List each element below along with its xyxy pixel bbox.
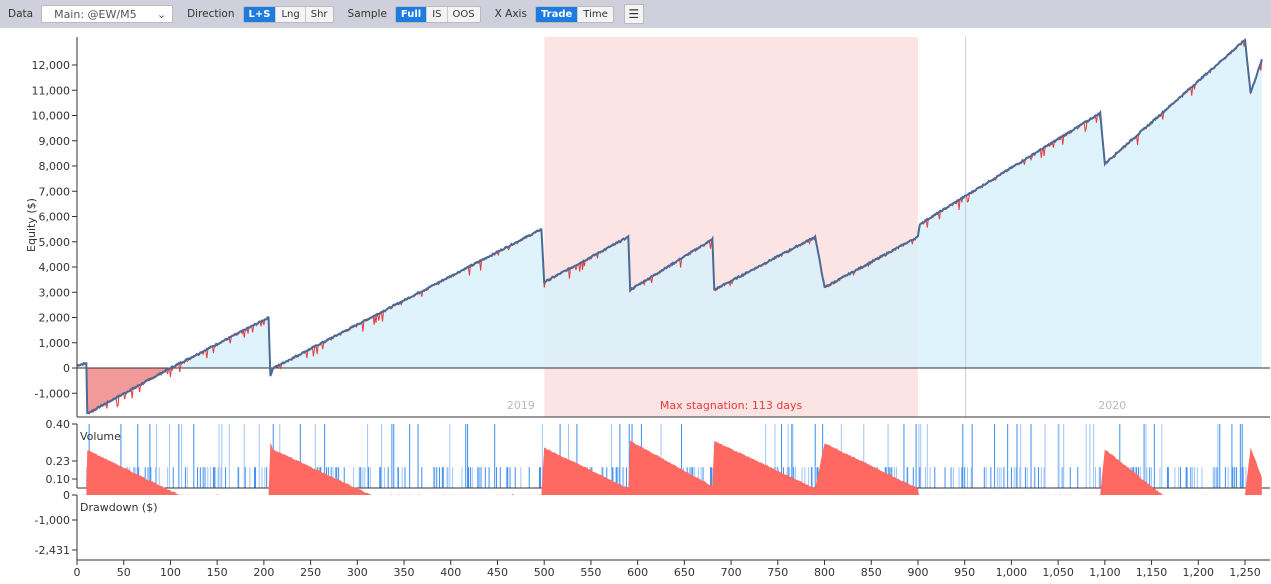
direction-label: Direction	[187, 8, 235, 20]
sample-full-button[interactable]: Full	[395, 6, 427, 22]
x-tick-label: 1,050	[1042, 566, 1074, 579]
direction-ls-button[interactable]: L+S	[243, 6, 276, 22]
xaxis-group: Trade Time	[534, 5, 614, 23]
y-tick-label: 6,000	[39, 211, 71, 224]
x-tick-label: 550	[580, 566, 601, 579]
x-tick-label: 100	[160, 566, 181, 579]
drawdown-tick-label: 0	[63, 489, 70, 502]
sample-group: Full IS OOS	[394, 5, 481, 23]
x-tick-label: 350	[394, 566, 415, 579]
y-tick-label: 8,000	[39, 160, 71, 173]
xaxis-label: X Axis	[494, 8, 527, 20]
drawdown-tick-label: -2,431	[35, 544, 70, 557]
equity-line	[76, 37, 1263, 415]
xaxis-trade-button[interactable]: Trade	[535, 6, 578, 22]
x-tick-label: 1,150	[1136, 566, 1168, 579]
x-tick-label: 1,200	[1183, 566, 1215, 579]
x-tick-label: 500	[534, 566, 555, 579]
drawdown-area	[77, 440, 1262, 495]
direction-shr-button[interactable]: Shr	[304, 6, 333, 22]
x-tick-label: 250	[300, 566, 321, 579]
x-tick-label: 650	[674, 566, 695, 579]
x-tick-label: 450	[487, 566, 508, 579]
y-tick-label: 2,000	[39, 312, 71, 325]
drawdown-tick-label: -1,000	[35, 514, 70, 527]
sample-oos-button[interactable]: OOS	[446, 6, 480, 22]
y-tick-label: 11,000	[32, 84, 71, 97]
y-axis-title: Equity ($)	[25, 198, 38, 252]
y-tick-label: 9,000	[39, 135, 71, 148]
xaxis-time-button[interactable]: Time	[577, 6, 613, 22]
y-tick-label: 1,000	[39, 337, 71, 350]
x-tick-label: 400	[440, 566, 461, 579]
y-tick-label: 5,000	[39, 236, 71, 249]
x-tick-label: 300	[347, 566, 368, 579]
year-label: 2019	[507, 399, 535, 412]
toolbar: Data Main: @EW/M5 ⌄ Direction L+S Lng Shr…	[0, 0, 1271, 28]
equity-chart: Max stagnation: 113 days 2019 2020 -1,000 0 1…	[25, 37, 1270, 579]
x-tick-label: 1,250	[1229, 566, 1261, 579]
volume-tick-label: 0.40	[46, 418, 71, 431]
y-tick-label: 3,000	[39, 286, 71, 299]
y-tick-label: 7,000	[39, 185, 71, 198]
y-tick-label: 0	[63, 362, 70, 375]
hamburger-icon[interactable]: ☰	[623, 4, 644, 24]
drawdown-label: Drawdown ($)	[80, 501, 158, 514]
x-tick-label: 200	[253, 566, 274, 579]
y-tick-label: 4,000	[39, 261, 71, 274]
volume-tick-label: 0.10	[46, 473, 71, 486]
x-tick-label: 150	[207, 566, 228, 579]
year-label: 2020	[1098, 399, 1126, 412]
data-label: Data	[8, 8, 34, 20]
volume-tick-label: 0.23	[46, 455, 71, 468]
y-tick-label: -1,000	[35, 387, 70, 400]
x-tick-label: 750	[767, 566, 788, 579]
data-select-value: Main: @EW/M5	[54, 7, 137, 21]
y-tick-label: 12,000	[32, 59, 71, 72]
stagnation-label: Max stagnation: 113 days	[660, 399, 803, 412]
chevron-down-icon: ⌄	[156, 7, 167, 21]
x-tick-label: 900	[907, 566, 928, 579]
x-tick-label: 1,000	[996, 566, 1028, 579]
x-tick-label: 800	[814, 566, 835, 579]
x-tick-label: 600	[627, 566, 648, 579]
direction-group: L+S Lng Shr	[242, 5, 334, 23]
x-tick-label: 850	[861, 566, 882, 579]
volume-label: Volume	[80, 430, 121, 443]
x-tick-label: 0	[74, 566, 81, 579]
x-tick-label: 700	[721, 566, 742, 579]
x-tick-label: 50	[117, 566, 131, 579]
x-tick-label: 1,100	[1089, 566, 1121, 579]
direction-lng-button[interactable]: Lng	[275, 6, 305, 22]
x-tick-label: 950	[954, 566, 975, 579]
y-tick-label: 10,000	[32, 110, 71, 123]
sample-is-button[interactable]: IS	[426, 6, 447, 22]
data-select[interactable]: Main: @EW/M5 ⌄	[41, 5, 174, 23]
sample-label: Sample	[347, 8, 387, 20]
